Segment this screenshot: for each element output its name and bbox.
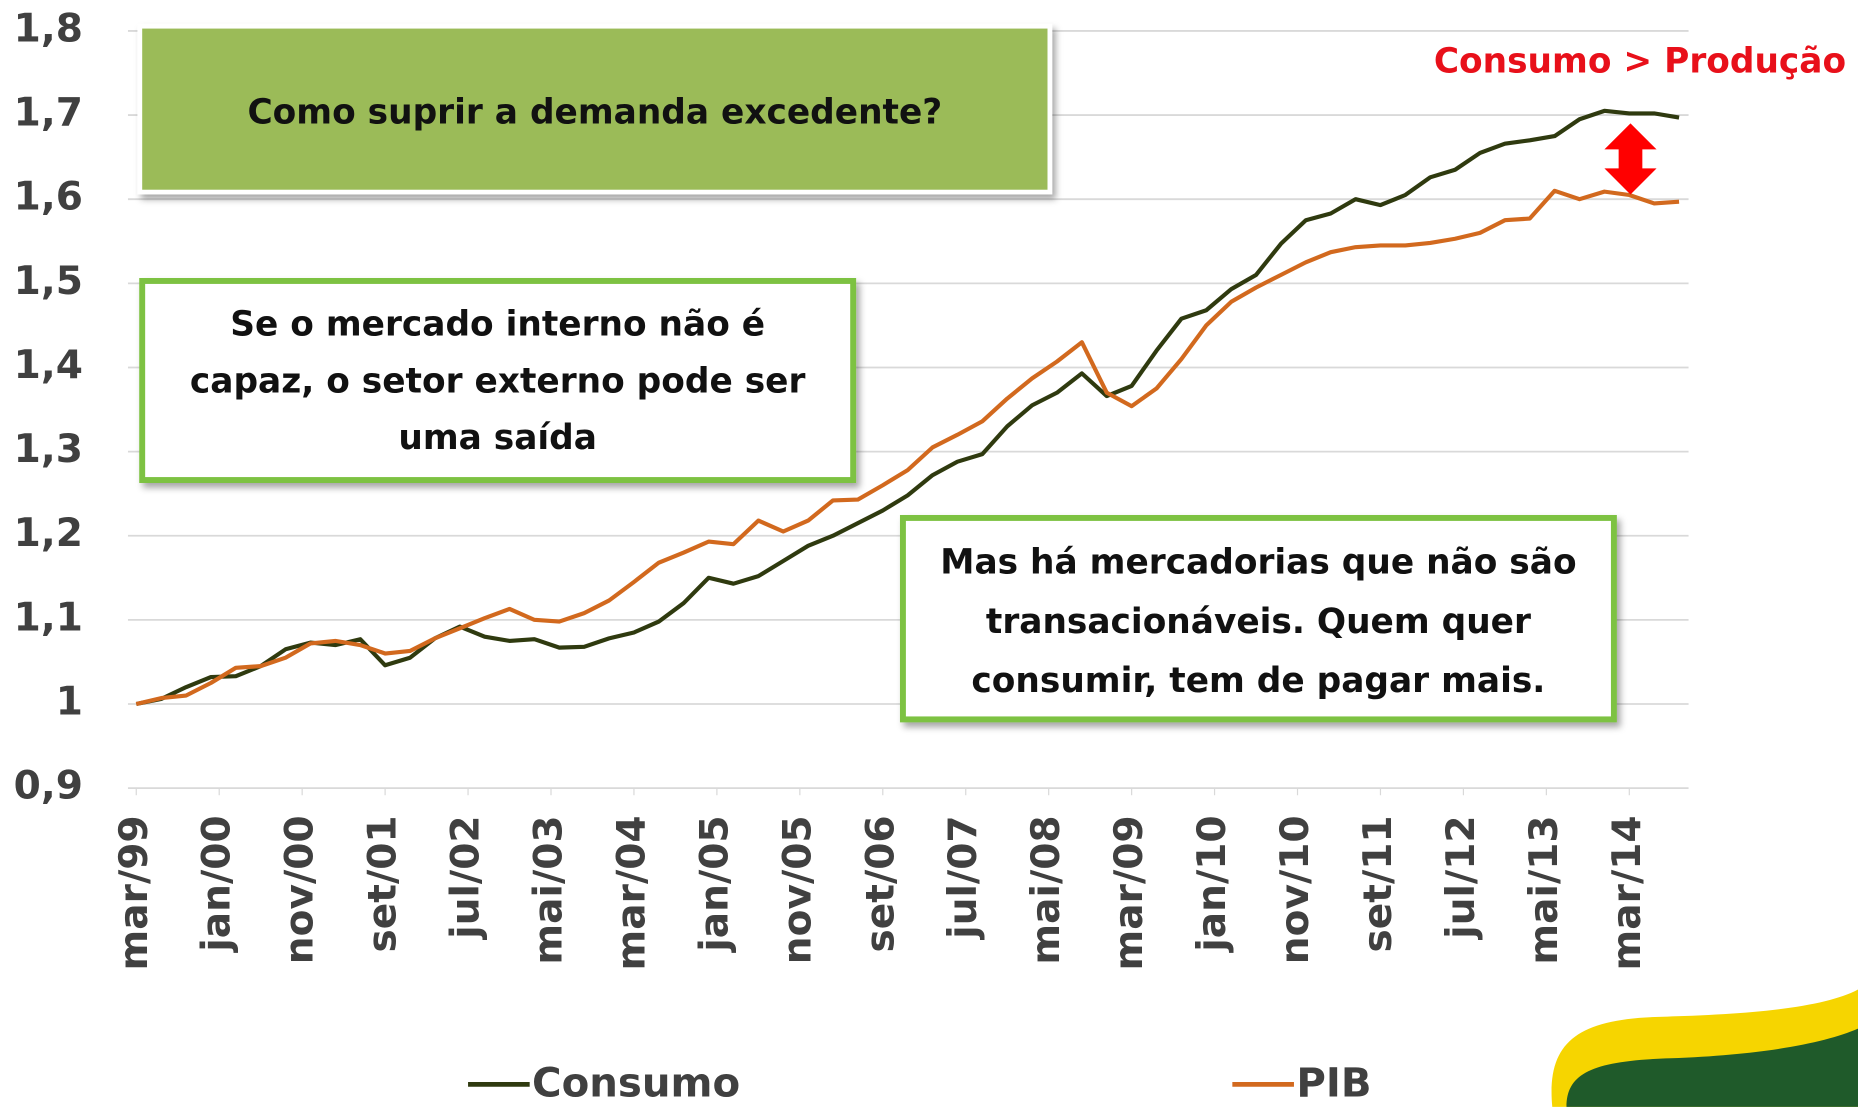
y-tick-label: 1,7 — [14, 91, 83, 136]
box-text: Mas há mercadorias que não são — [940, 543, 1576, 583]
x-tick-label: mai/08 — [1024, 815, 1069, 964]
x-tick-label: mar/99 — [112, 815, 157, 970]
x-tick-label: set/06 — [858, 815, 903, 952]
left-box — [139, 277, 857, 483]
gap-label: Consumo > Produção — [1434, 41, 1846, 81]
x-tick-label: mar/09 — [1107, 815, 1152, 970]
x-tick-label: mar/04 — [609, 815, 654, 970]
x-tick-label: jan/05 — [692, 815, 737, 953]
question-box — [137, 23, 1053, 195]
x-tick-label: jul/02 — [444, 815, 489, 940]
legend-label: PIB — [1296, 1061, 1371, 1107]
gap-arrow — [1604, 123, 1657, 195]
x-tick-label: jan/10 — [1190, 815, 1235, 953]
question: Como suprir a demanda excedente? — [247, 92, 942, 132]
y-tick-label: 1,3 — [14, 427, 83, 472]
box-text: transacionáveis. Quem quer — [986, 602, 1531, 642]
y-tick-label: 1,4 — [14, 343, 83, 388]
x-tick-label: mai/03 — [527, 815, 572, 964]
lines — [135, 108, 1680, 707]
x-tick-label: mar/14 — [1605, 815, 1650, 970]
box-text: Se o mercado interno não é — [230, 304, 765, 344]
x-tick-label: set/11 — [1356, 815, 1401, 952]
y-tick-label: 0,9 — [14, 764, 83, 809]
x-tick-label: set/01 — [361, 815, 406, 952]
y-tick-label: 1,5 — [14, 259, 83, 304]
x-tick-label: jan/00 — [195, 815, 240, 953]
x-tick-label: nov/05 — [775, 815, 820, 964]
right-box — [899, 514, 1617, 723]
x-tick-label: nov/10 — [1273, 815, 1318, 964]
box-text: consumir, tem de pagar mais. — [971, 661, 1545, 701]
y-tick-label: 1,2 — [14, 511, 83, 556]
y-tick-label: 1,6 — [14, 175, 83, 220]
legend-label: Consumo — [532, 1061, 740, 1107]
x-tick-label: jul/12 — [1439, 815, 1484, 940]
box-text: uma saída — [398, 418, 597, 458]
logo — [1551, 989, 1858, 1107]
x-tick-label: jul/07 — [941, 815, 986, 940]
series-line — [135, 108, 1680, 707]
y-tick-label: 1,1 — [14, 595, 83, 640]
x-tick-label: mai/13 — [1522, 815, 1567, 964]
y-tick-label: 1 — [56, 679, 83, 724]
x-tick-label: nov/00 — [278, 815, 323, 964]
box-text: capaz, o setor externo pode ser — [190, 361, 806, 401]
y-tick-label: 1,8 — [14, 6, 83, 51]
series-line — [135, 188, 1680, 707]
